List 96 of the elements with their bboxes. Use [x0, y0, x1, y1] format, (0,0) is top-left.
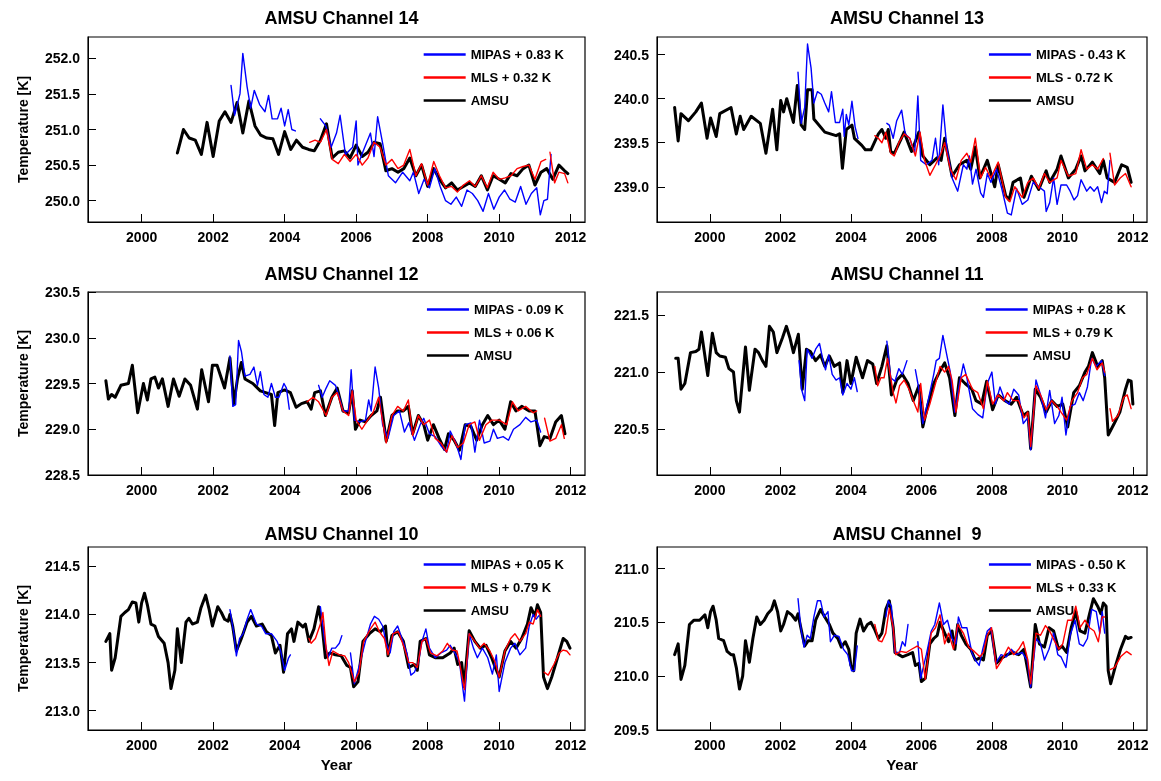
- legend-label: MIPAS - 0.09 K: [473, 302, 565, 317]
- y-tick-label: 250.5: [44, 157, 81, 174]
- x-tick-label: 2010: [483, 229, 515, 245]
- legend-label: AMSU: [1032, 348, 1071, 363]
- y-tick-label: 221.0: [613, 364, 650, 381]
- x-tick-label: 2006: [905, 482, 938, 498]
- y-tick-label: 250.0: [44, 192, 81, 209]
- y-tick-label: 221.5: [613, 306, 650, 323]
- x-tick-label: 2010: [1046, 229, 1079, 245]
- y-tick-label: 229.5: [44, 375, 81, 392]
- x-tick-label: 2008: [976, 229, 1008, 245]
- x-tick-label: 2002: [197, 229, 229, 245]
- x-tick-label: 2002: [764, 229, 797, 245]
- x-tick-label: 2008: [976, 482, 1008, 498]
- chart-title: AMSU Channel 11: [830, 264, 984, 284]
- legend-label: MLS + 0.06 K: [473, 325, 556, 340]
- y-tick-label: 230.0: [44, 329, 81, 346]
- legend-label: AMSU: [473, 348, 513, 363]
- x-tick-label: 2004: [835, 229, 867, 245]
- legend-label: MIPAS - 0.50 K: [1035, 557, 1127, 572]
- x-axis-title: Year: [320, 755, 353, 773]
- x-tick-label: 2010: [483, 482, 515, 498]
- y-tick-label: 210.5: [613, 614, 650, 631]
- chart-title: AMSU Channel 13: [829, 8, 985, 28]
- x-tick-label: 2006: [340, 737, 372, 753]
- y-tick-label: 228.5: [44, 467, 81, 483]
- legend-label: AMSU: [1035, 93, 1075, 108]
- legend-label: MLS - 0.72 K: [1035, 70, 1114, 85]
- x-tick-label: 2002: [197, 482, 229, 498]
- x-tick-label: 2002: [764, 737, 797, 753]
- x-tick-label: 2004: [835, 737, 867, 753]
- x-tick-label: 2008: [976, 737, 1008, 753]
- chart-title: AMSU Channel 10: [264, 524, 419, 544]
- legend-label: MLS + 0.79 K: [1032, 325, 1114, 340]
- y-tick-label: 211.0: [614, 560, 650, 577]
- y-tick-label: 251.0: [44, 121, 81, 138]
- y-axis-title: Temperature [K]: [15, 75, 31, 184]
- x-axis-title: Year: [886, 755, 919, 773]
- y-tick-label: 220.5: [613, 421, 650, 438]
- x-tick-label: 2000: [694, 482, 726, 498]
- y-axis-title: Temperature [K]: [15, 584, 31, 693]
- x-tick-label: 2002: [764, 482, 797, 498]
- legend-label: MIPAS + 0.83 K: [470, 47, 565, 62]
- x-tick-label: 2006: [905, 737, 938, 753]
- x-tick-label: 2004: [269, 737, 301, 753]
- legend-label: MLS + 0.79 K: [470, 580, 552, 595]
- legend-label: AMSU: [470, 93, 509, 108]
- y-tick-label: 213.0: [44, 702, 81, 719]
- legend-label: MIPAS + 0.28 K: [1032, 302, 1127, 317]
- legend-label: MIPAS + 0.05 K: [470, 557, 565, 572]
- x-tick-label: 2004: [269, 229, 301, 245]
- x-tick-label: 2012: [555, 737, 587, 753]
- x-tick-label: 2006: [340, 229, 372, 245]
- y-tick-label: 213.5: [44, 654, 81, 671]
- chart-title: AMSU Channel 14: [264, 8, 419, 28]
- chart-title: AMSU Channel 9: [832, 524, 982, 544]
- x-tick-label: 2002: [197, 737, 229, 753]
- x-tick-label: 2008: [412, 229, 444, 245]
- x-tick-label: 2006: [340, 482, 372, 498]
- y-tick-label: 210.0: [613, 668, 650, 685]
- x-tick-label: 2004: [269, 482, 301, 498]
- x-tick-label: 2010: [1046, 737, 1079, 753]
- x-tick-label: 2012: [555, 229, 587, 245]
- x-tick-label: 2010: [483, 737, 515, 753]
- y-tick-label: 251.5: [44, 85, 81, 102]
- x-tick-label: 2010: [1046, 482, 1079, 498]
- x-tick-label: 2012: [1117, 229, 1149, 245]
- x-tick-label: 2008: [412, 737, 444, 753]
- legend-label: AMSU: [1035, 603, 1075, 618]
- y-tick-label: 240.5: [613, 46, 650, 63]
- x-tick-label: 2012: [555, 482, 587, 498]
- x-tick-label: 2000: [126, 482, 158, 498]
- y-tick-label: 209.5: [613, 722, 650, 738]
- y-tick-label: 214.0: [44, 606, 81, 623]
- x-tick-label: 2004: [835, 482, 867, 498]
- y-tick-label: 229.0: [44, 421, 81, 438]
- x-tick-label: 2000: [126, 737, 158, 753]
- y-tick-label: 239.5: [613, 134, 650, 151]
- chart-title: AMSU Channel 12: [264, 264, 419, 284]
- x-tick-label: 2000: [694, 229, 726, 245]
- legend-label: AMSU: [470, 603, 509, 618]
- legend-label: MLS + 0.33 K: [1035, 580, 1118, 595]
- y-tick-label: 230.5: [44, 284, 81, 300]
- y-tick-label: 240.0: [613, 90, 650, 107]
- legend-label: MIPAS - 0.43 K: [1035, 47, 1127, 62]
- legend-label: MLS + 0.32 K: [470, 70, 552, 85]
- x-tick-label: 2008: [412, 482, 444, 498]
- x-tick-label: 2012: [1117, 482, 1149, 498]
- x-tick-label: 2000: [694, 737, 726, 753]
- x-tick-label: 2000: [126, 229, 158, 245]
- y-tick-label: 214.5: [44, 558, 81, 575]
- y-axis-title: Temperature [K]: [15, 329, 31, 438]
- y-tick-label: 239.0: [613, 178, 650, 195]
- x-tick-label: 2006: [905, 229, 938, 245]
- x-tick-label: 2012: [1117, 737, 1149, 753]
- y-tick-label: 252.0: [44, 50, 81, 67]
